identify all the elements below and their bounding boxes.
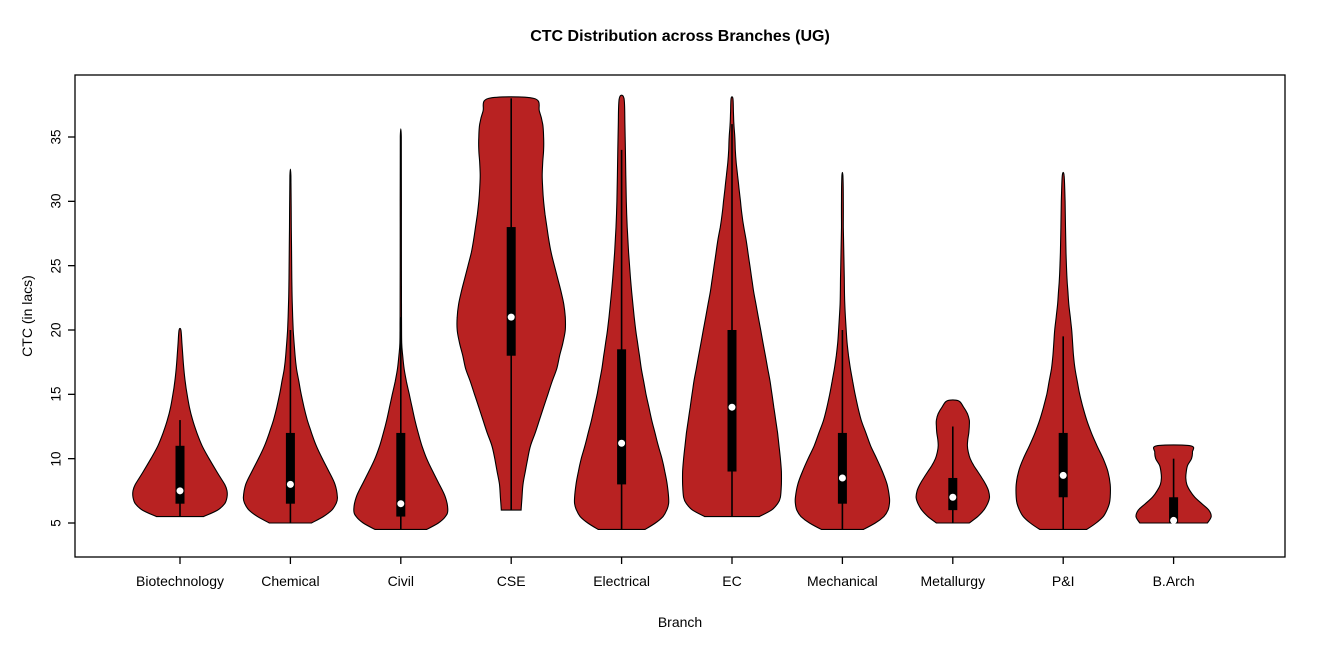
violin-CSE [456,96,567,511]
iqr-box [506,227,516,356]
violin-P&I [1015,171,1111,530]
median-dot [838,474,846,482]
median-dot [1170,516,1178,524]
median-dot [286,480,294,488]
iqr-box [727,329,737,472]
y-tick-label: 10 [48,451,64,467]
violin-B.Arch [1135,444,1212,524]
y-tick-label: 25 [48,258,64,274]
y-tick-label: 5 [48,519,64,527]
iqr-box [1169,497,1179,523]
median-dot [1059,471,1067,479]
iqr-box [175,445,185,504]
median-dot [728,403,736,411]
x-tick-label: Civil [387,573,415,589]
iqr-box [617,349,627,485]
violin-Chemical [242,168,338,524]
y-tick-label: 35 [48,129,64,145]
violin-Electrical [573,94,670,530]
x-tick-label: Electrical [593,573,650,589]
y-tick-label: 20 [48,322,64,338]
violin-Biotechnology [132,327,228,518]
chart-title: CTC Distribution across Branches (UG) [530,28,830,45]
median-dot [618,439,626,447]
median-dot [949,493,957,501]
x-tick-label: CSE [496,573,526,589]
x-tick-label: EC [722,573,742,589]
y-tick-label: 15 [48,386,64,402]
x-axis-label: Branch [657,614,703,630]
x-tick-label: Biotechnology [136,573,224,589]
y-tick-label: 30 [48,193,64,209]
median-dot [176,487,184,495]
violin-Metallurgy [915,399,991,524]
x-tick-label: Metallurgy [920,573,986,589]
x-tick-label: Mechanical [806,573,878,589]
x-tick-label: Chemical [261,573,320,589]
violin-Civil [353,128,449,530]
iqr-box [1058,432,1068,498]
iqr-box [285,432,295,504]
iqr-box [396,432,406,517]
median-dot [397,500,405,508]
violin-Mechanical [794,171,891,530]
plot-border [74,74,1286,558]
x-tick-label: P&I [1051,573,1075,589]
x-tick-label: B.Arch [1152,573,1195,589]
median-dot [507,313,515,321]
iqr-box [837,432,847,504]
violin-EC [681,96,783,518]
